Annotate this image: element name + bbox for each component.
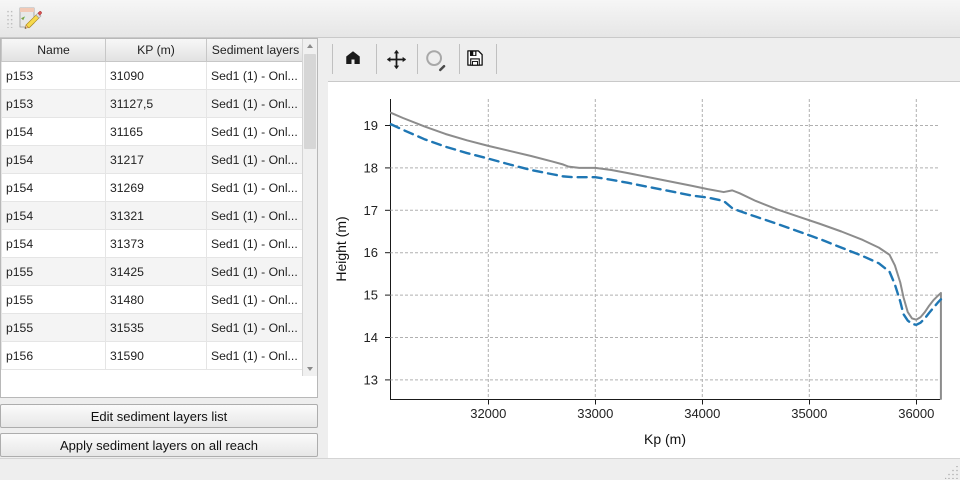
svg-text:Kp (m): Kp (m) — [644, 431, 686, 447]
svg-text:14: 14 — [364, 330, 378, 345]
svg-text:Height (m): Height (m) — [333, 216, 349, 281]
svg-text:35000: 35000 — [791, 406, 827, 421]
svg-text:18: 18 — [364, 160, 378, 175]
svg-text:13: 13 — [364, 372, 378, 387]
svg-text:19: 19 — [364, 118, 378, 133]
svg-text:34000: 34000 — [684, 406, 720, 421]
svg-text:33000: 33000 — [577, 406, 613, 421]
svg-text:16: 16 — [364, 245, 378, 260]
svg-text:15: 15 — [364, 288, 378, 303]
svg-text:36000: 36000 — [898, 406, 934, 421]
svg-text:32000: 32000 — [470, 406, 506, 421]
svg-text:17: 17 — [364, 203, 378, 218]
